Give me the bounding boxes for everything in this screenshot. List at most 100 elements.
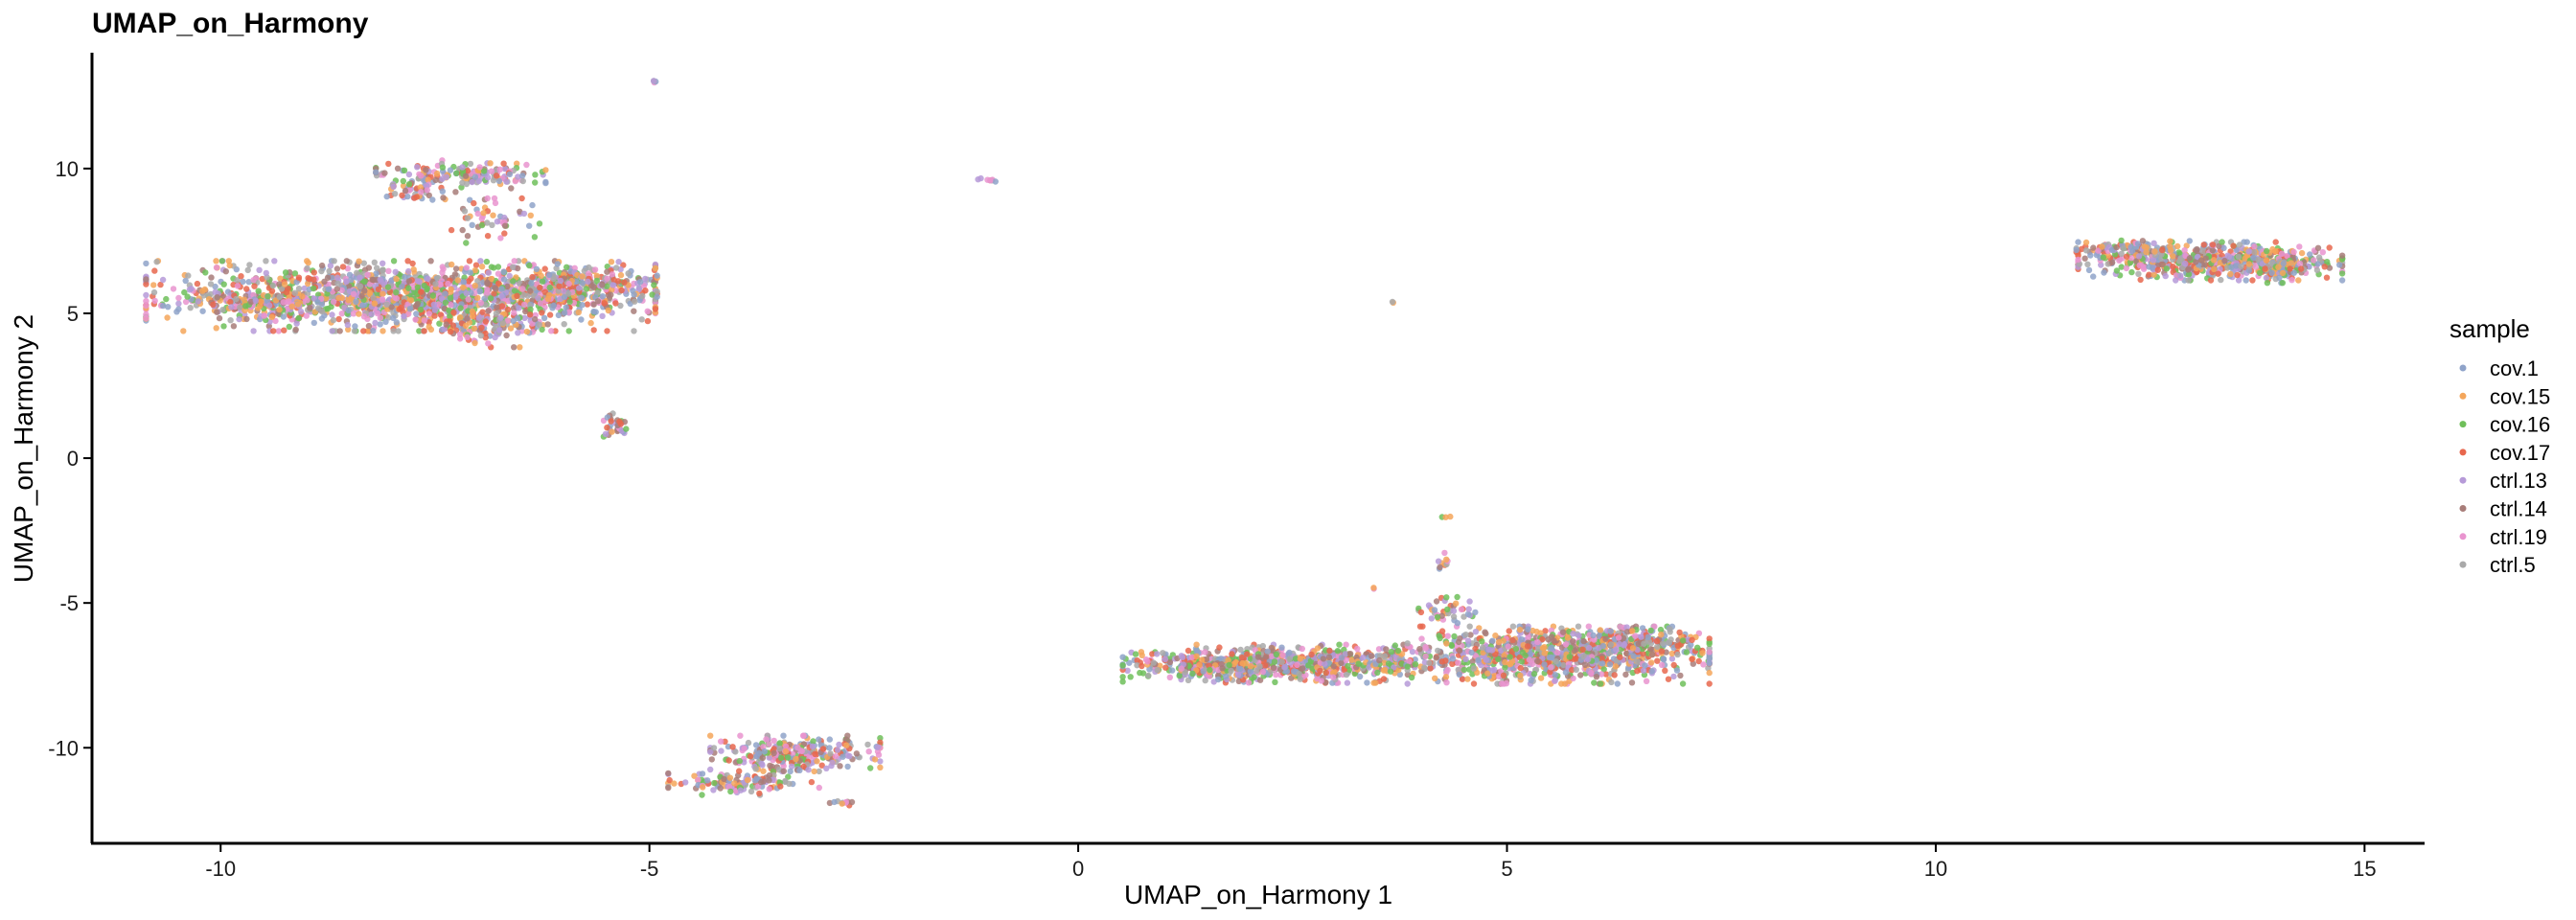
scatter-point <box>334 280 341 287</box>
scatter-point <box>338 287 345 293</box>
scatter-point <box>421 317 427 324</box>
scatter-point <box>263 258 269 264</box>
scatter-point <box>1343 671 1350 678</box>
scatter-point <box>1330 663 1337 670</box>
scatter-point <box>288 303 295 310</box>
scatter-point <box>304 264 310 272</box>
scatter-point <box>710 787 717 794</box>
scatter-point <box>737 732 744 739</box>
scatter-point <box>1394 647 1402 655</box>
scatter-point <box>491 290 497 297</box>
scatter-point <box>1647 627 1654 634</box>
scatter-point <box>485 340 492 347</box>
scatter-point <box>1438 628 1446 634</box>
scatter-point <box>748 788 755 795</box>
scatter-point <box>220 323 227 330</box>
scatter-point <box>1449 660 1456 667</box>
scatter-point <box>615 259 622 265</box>
scatter-point <box>594 298 602 305</box>
scatter-point <box>448 261 455 268</box>
scatter-point <box>478 215 485 222</box>
scatter-point <box>612 300 619 307</box>
scatter-point <box>511 344 518 351</box>
scatter-point <box>809 743 816 749</box>
scatter-point <box>476 288 484 294</box>
scatter-point <box>1516 626 1524 633</box>
scatter-point <box>314 299 321 306</box>
scatter-point <box>250 277 257 284</box>
scatter-point <box>263 269 269 277</box>
scatter-point <box>1381 666 1389 673</box>
scatter-point <box>1548 644 1555 652</box>
scatter-point <box>565 328 572 334</box>
scatter-point <box>501 230 508 237</box>
scatter-point <box>520 210 528 218</box>
scatter-point <box>1590 632 1597 639</box>
scatter-point <box>1575 623 1582 630</box>
scatter-point <box>487 295 494 302</box>
scatter-point <box>236 315 242 323</box>
scatter-point <box>599 312 606 319</box>
scatter-point <box>1453 600 1460 607</box>
scatter-point <box>1385 660 1392 667</box>
scatter-point <box>710 745 718 751</box>
scatter-point <box>1247 663 1254 670</box>
scatter-point <box>1464 676 1471 682</box>
scatter-point <box>498 292 505 300</box>
scatter-point <box>344 321 352 329</box>
scatter-point <box>563 304 569 310</box>
scatter-point <box>1374 669 1381 677</box>
scatter-point <box>2338 277 2346 284</box>
scatter-point <box>495 177 503 185</box>
scatter-point <box>834 747 841 753</box>
scatter-point <box>1641 640 1647 647</box>
scatter-point <box>1597 627 1604 633</box>
scatter-point <box>472 282 478 289</box>
scatter-point <box>227 317 234 324</box>
scatter-point <box>727 788 734 795</box>
scatter-point <box>1451 632 1458 640</box>
scatter-point <box>165 304 172 310</box>
scatter-point <box>360 313 368 320</box>
scatter-point <box>1512 646 1520 653</box>
scatter-point <box>1518 636 1526 643</box>
scatter-point <box>736 757 743 765</box>
scatter-point <box>867 765 874 771</box>
scatter-point <box>1673 667 1681 674</box>
scatter-point <box>310 285 317 292</box>
scatter-point <box>1162 664 1169 671</box>
scatter-point <box>528 280 535 287</box>
scatter-point <box>1667 626 1673 632</box>
scatter-point <box>541 265 548 272</box>
scatter-point <box>380 328 386 334</box>
scatter-point <box>1387 668 1394 675</box>
scatter-point <box>1593 674 1600 680</box>
scatter-point <box>255 288 262 294</box>
scatter-point <box>1119 662 1126 669</box>
scatter-point <box>527 311 534 318</box>
scatter-point <box>2272 239 2279 245</box>
scatter-point <box>1654 643 1661 650</box>
scatter-point <box>1296 671 1302 678</box>
scatter-point <box>1456 638 1462 646</box>
scatter-point <box>1614 680 1622 687</box>
scatter-point <box>175 300 182 307</box>
scatter-point <box>1281 664 1288 671</box>
scatter-point <box>150 288 158 296</box>
scatter-point <box>650 78 657 84</box>
scatter-point <box>450 309 457 316</box>
scatter-point <box>432 281 439 288</box>
scatter-point <box>265 323 272 330</box>
scatter-point <box>160 302 167 310</box>
scatter-point <box>1216 644 1223 651</box>
scatter-point <box>517 344 523 351</box>
scatter-point <box>484 289 491 296</box>
scatter-point <box>812 750 818 757</box>
scatter-point <box>1552 658 1559 665</box>
scatter-point <box>484 281 491 288</box>
scatter-point <box>452 265 460 272</box>
scatter-point <box>621 279 628 286</box>
scatter-point <box>243 286 250 292</box>
scatter-point <box>143 314 150 322</box>
scatter-point <box>222 268 229 275</box>
